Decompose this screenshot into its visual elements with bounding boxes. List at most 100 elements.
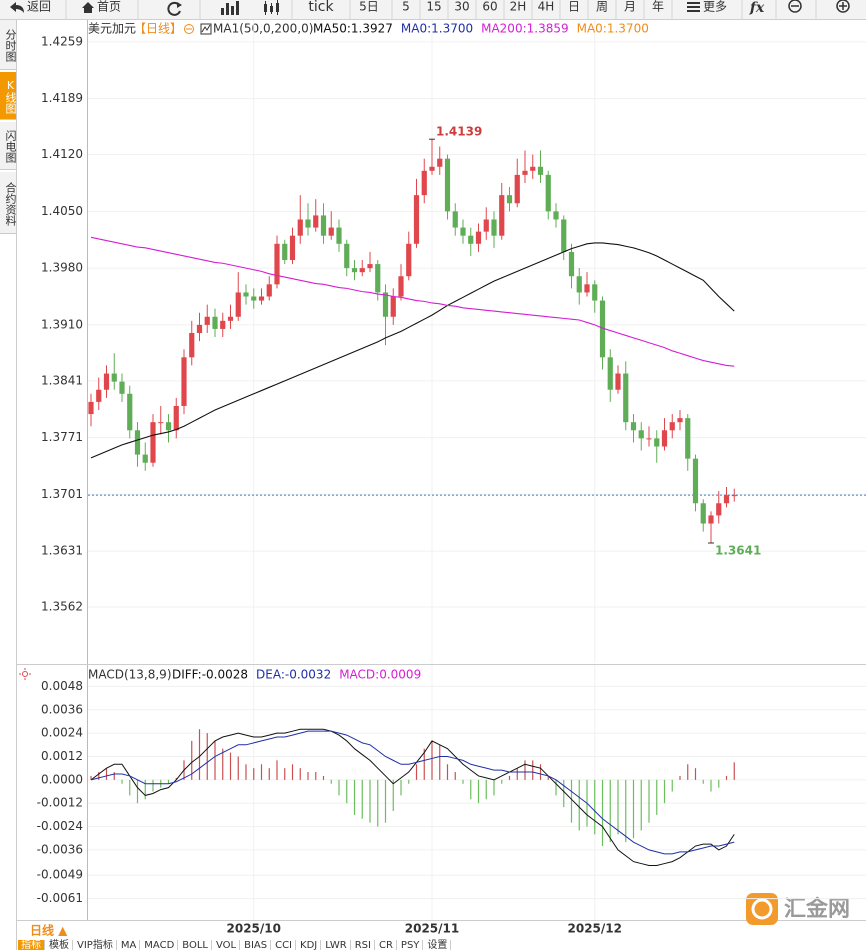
fx-icon[interactable]: fx [749, 0, 765, 16]
settings-icon[interactable] [19, 668, 31, 680]
chart-title: MACD(13,8,9) [88, 668, 172, 682]
toolbar-button[interactable]: 4H [538, 0, 555, 14]
kline-icon[interactable] [221, 1, 239, 15]
ma-line [90, 242, 735, 459]
toolbar-button[interactable]: 更多 [703, 0, 727, 14]
indicator-icon[interactable] [200, 23, 212, 35]
candle-body [646, 438, 652, 440]
candle-body [398, 276, 404, 297]
indicator-tab[interactable]: 指标 [18, 940, 45, 950]
candle-body [599, 300, 606, 358]
macd-line [90, 728, 735, 866]
toolbar-button[interactable]: tick [308, 0, 334, 15]
indicator-tab[interactable]: CCI [272, 940, 297, 950]
candle-body [530, 166, 536, 171]
sidebar-tab[interactable]: K线图 [0, 72, 17, 120]
candle-body [119, 381, 125, 394]
candle-body [483, 219, 489, 232]
legend-item: DIFF:-0.0028 [172, 668, 248, 682]
candle-body [499, 195, 505, 236]
indicator-tab[interactable]: 模板 [46, 940, 73, 950]
period-selector[interactable]: 日线 ▲ [30, 923, 68, 938]
collapse-icon[interactable] [184, 24, 194, 34]
candle-body [212, 316, 218, 329]
sidebar-tab[interactable]: 闪电图 [0, 122, 17, 170]
y-tick-label: 1.4259 [41, 34, 83, 48]
candle-body [390, 296, 396, 317]
sidebar-tab[interactable]: 分时图 [0, 20, 17, 70]
refresh-icon[interactable] [167, 1, 181, 16]
indicator-tab[interactable]: MACD [141, 940, 179, 950]
y-tick-label: 0.0012 [41, 749, 83, 763]
toolbar-button[interactable]: 周 [596, 0, 608, 14]
candle-body [677, 418, 683, 423]
indicator-tab[interactable]: BIAS [241, 940, 272, 950]
indicator-tab[interactable]: BOLL [179, 940, 212, 950]
indicator-tab[interactable]: RSI [352, 940, 375, 950]
toolbar-button[interactable]: 60 [482, 0, 497, 14]
candle-body [127, 393, 133, 431]
sidebar-tab[interactable]: 合约资料 [0, 172, 17, 234]
y-tick-label: 0.0024 [41, 726, 83, 740]
x-tick-label: 2025/11 [405, 922, 459, 936]
home-icon[interactable] [82, 2, 94, 13]
toolbar-button[interactable]: 日 [568, 0, 580, 14]
candle-body [654, 438, 660, 447]
candle-body [708, 515, 714, 524]
indicator-tab[interactable]: VOL [213, 940, 241, 950]
candle-body [522, 170, 528, 175]
candle-body [700, 503, 706, 524]
watermark-logo [746, 893, 778, 925]
refresh-arrow[interactable] [177, 2, 182, 8]
indicator-tab[interactable]: VIP指标 [74, 940, 117, 950]
toolbar-bg [0, 0, 866, 19]
candle-body [150, 422, 156, 463]
toolbar-button[interactable]: 30 [454, 0, 469, 14]
candle-body [204, 316, 210, 325]
toolbar-button[interactable]: 月 [624, 0, 636, 14]
low-label: 1.3641 [715, 543, 761, 557]
toolbar-button[interactable]: 首页 [97, 0, 121, 14]
candle-body [514, 174, 520, 204]
candle-body [592, 284, 598, 301]
candle-body [328, 227, 334, 236]
candle-body [305, 219, 311, 228]
toolbar-button[interactable]: 年 [652, 0, 664, 14]
candle-body [491, 219, 497, 236]
indicator-tab[interactable]: CR [376, 940, 397, 950]
candle-body [692, 458, 699, 504]
toolbar-button[interactable]: 5日 [359, 0, 379, 14]
zoom-in-icon[interactable] [836, 0, 850, 13]
candle-body [258, 296, 265, 301]
candle-body [537, 166, 544, 175]
indicator-tab[interactable]: LWR [322, 940, 351, 950]
y-tick-label: -0.0049 [37, 868, 83, 882]
candle-body [189, 332, 195, 358]
toolbar-button[interactable]: 15 [426, 0, 441, 14]
indicator-tab[interactable]: 设置 [424, 940, 452, 950]
y-tick-label: 1.3980 [41, 261, 83, 275]
candle-body [103, 373, 110, 390]
candle-body [367, 264, 373, 269]
candle-icon[interactable] [264, 0, 279, 15]
candle-body [475, 231, 482, 244]
indicator-tab[interactable]: PSY [398, 940, 424, 950]
candle-body [297, 219, 303, 236]
toolbar-button[interactable]: 5 [402, 0, 410, 14]
menu-icon[interactable] [687, 2, 700, 12]
back-icon[interactable] [10, 2, 24, 13]
toolbar-button[interactable]: 2H [510, 0, 527, 14]
y-tick-label: -0.0036 [37, 842, 83, 856]
candle-body [173, 405, 179, 431]
candle-body [282, 243, 288, 261]
candle-body [429, 166, 435, 171]
indicator-label: MA0:1.3700 [401, 22, 473, 36]
indicator-tab[interactable]: KDJ [297, 940, 322, 950]
candle-body [336, 227, 342, 244]
watermark-text: 汇金网 [784, 896, 850, 922]
toolbar-button[interactable]: 返回 [27, 0, 51, 14]
zoom-out-icon[interactable] [788, 0, 802, 13]
indicator-tab[interactable]: MA [118, 940, 141, 950]
